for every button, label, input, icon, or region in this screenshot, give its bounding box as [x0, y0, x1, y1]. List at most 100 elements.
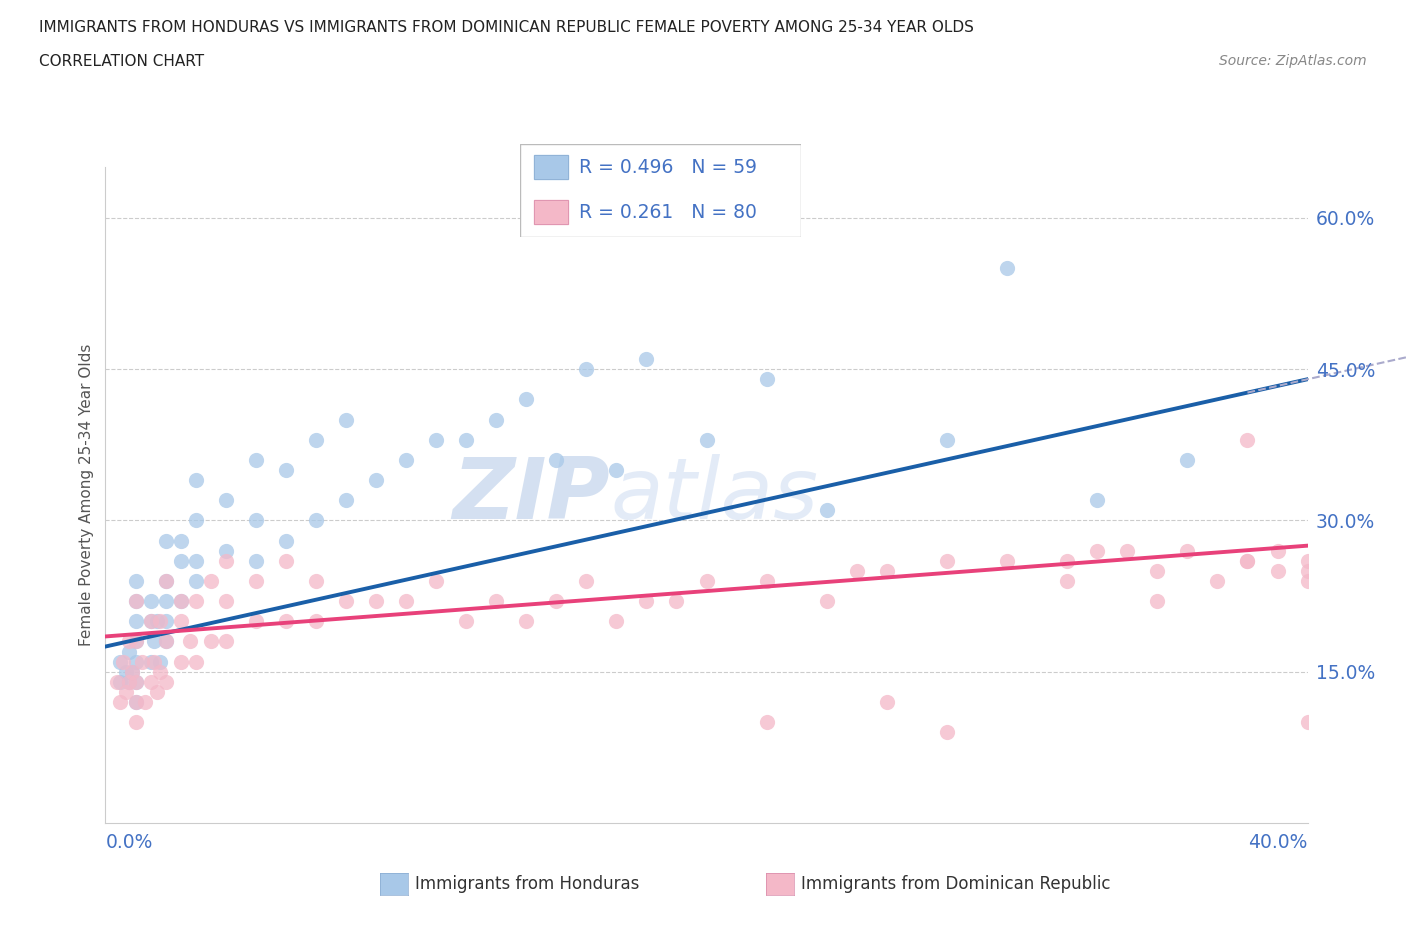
Text: Immigrants from Honduras: Immigrants from Honduras — [415, 874, 640, 893]
Point — [115, 684, 138, 699]
Text: Source: ZipAtlas.com: Source: ZipAtlas.com — [1219, 54, 1367, 68]
Point — [245, 614, 267, 629]
Point — [1085, 543, 1108, 558]
Point — [454, 432, 477, 447]
Point — [121, 664, 143, 679]
Point — [305, 614, 328, 629]
Point — [115, 664, 138, 679]
Point — [155, 674, 177, 689]
Point — [179, 634, 201, 649]
Point — [118, 674, 141, 689]
Point — [107, 674, 129, 689]
Point — [274, 614, 297, 629]
Point — [605, 462, 627, 477]
Text: 0.0%: 0.0% — [105, 833, 153, 852]
Point — [364, 593, 387, 608]
Point — [145, 614, 167, 629]
Point — [200, 634, 222, 649]
Point — [155, 593, 177, 608]
Point — [245, 574, 267, 589]
Point — [124, 674, 146, 689]
Point — [214, 553, 236, 568]
Point — [1236, 432, 1258, 447]
Point — [395, 453, 418, 468]
Bar — [534, 200, 568, 224]
Point — [485, 412, 508, 427]
Point — [184, 593, 207, 608]
Point — [169, 553, 191, 568]
Point — [214, 634, 236, 649]
Point — [155, 634, 177, 649]
Point — [214, 593, 236, 608]
Point — [200, 574, 222, 589]
Point — [1296, 715, 1319, 730]
Point — [755, 574, 778, 589]
Point — [995, 553, 1018, 568]
Point — [605, 614, 627, 629]
Point — [1236, 553, 1258, 568]
Point — [815, 593, 838, 608]
Point — [845, 564, 868, 578]
Text: R = 0.261   N = 80: R = 0.261 N = 80 — [579, 203, 758, 221]
Point — [575, 574, 598, 589]
Point — [134, 695, 156, 710]
Point — [139, 674, 162, 689]
Text: atlas: atlas — [610, 454, 818, 537]
Point — [124, 695, 146, 710]
Point — [124, 654, 146, 669]
Point — [305, 574, 328, 589]
Point — [1116, 543, 1139, 558]
Point — [995, 260, 1018, 275]
Point — [485, 593, 508, 608]
Point — [1206, 574, 1229, 589]
Point — [169, 593, 191, 608]
Point — [124, 695, 146, 710]
Point — [274, 462, 297, 477]
Point — [142, 634, 165, 649]
Point — [1267, 543, 1289, 558]
Point — [636, 593, 658, 608]
Point — [755, 715, 778, 730]
Point — [335, 593, 357, 608]
Point — [139, 654, 162, 669]
Point — [184, 472, 207, 487]
Point — [155, 634, 177, 649]
Point — [335, 412, 357, 427]
Point — [118, 674, 141, 689]
Point — [546, 593, 568, 608]
Bar — [534, 155, 568, 179]
Text: CORRELATION CHART: CORRELATION CHART — [39, 54, 204, 69]
Point — [124, 715, 146, 730]
Point — [184, 553, 207, 568]
Point — [665, 593, 688, 608]
Point — [815, 503, 838, 518]
Point — [1056, 553, 1078, 568]
Point — [696, 432, 718, 447]
Point — [1296, 553, 1319, 568]
Point — [936, 553, 959, 568]
Point — [546, 453, 568, 468]
Point — [139, 593, 162, 608]
Bar — [534, 155, 568, 179]
Point — [169, 533, 191, 548]
Bar — [534, 200, 568, 224]
Point — [696, 574, 718, 589]
Point — [110, 654, 132, 669]
Point — [155, 614, 177, 629]
Point — [184, 574, 207, 589]
Point — [145, 684, 167, 699]
Point — [118, 634, 141, 649]
Point — [121, 664, 143, 679]
Point — [305, 513, 328, 528]
Point — [876, 695, 898, 710]
Point — [155, 574, 177, 589]
Point — [214, 543, 236, 558]
Text: Immigrants from Dominican Republic: Immigrants from Dominican Republic — [801, 874, 1111, 893]
Point — [112, 654, 135, 669]
Text: 40.0%: 40.0% — [1249, 833, 1308, 852]
Point — [1146, 593, 1168, 608]
Point — [1267, 564, 1289, 578]
FancyBboxPatch shape — [520, 144, 801, 237]
Point — [184, 654, 207, 669]
Point — [142, 654, 165, 669]
